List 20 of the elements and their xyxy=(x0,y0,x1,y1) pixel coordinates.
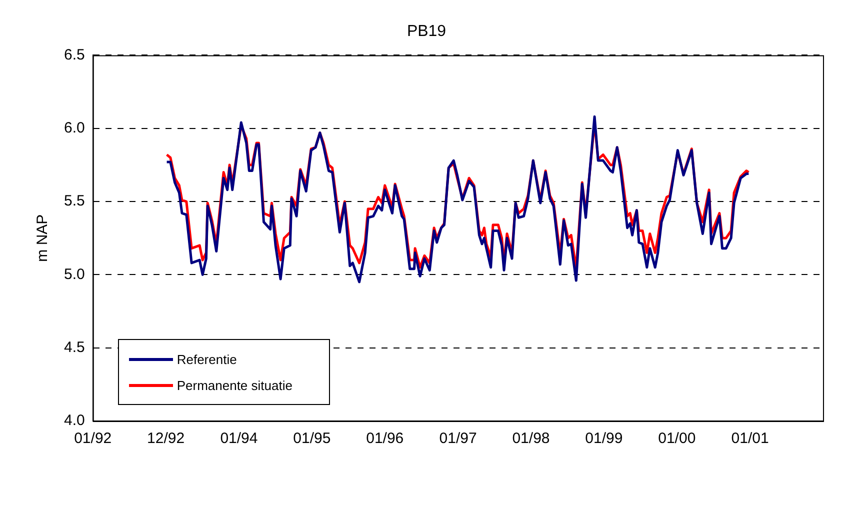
x-tick-label: 01/00 xyxy=(658,430,696,448)
x-tick-label: 01/94 xyxy=(220,430,258,448)
x-tick-label: 01/99 xyxy=(585,430,623,448)
y-tick-label: 6.0 xyxy=(64,120,85,136)
y-tick-label: 5.0 xyxy=(64,266,85,283)
legend-label: Referentie xyxy=(176,352,237,366)
chart-title: PB19 xyxy=(406,23,446,40)
x-tick-label: 12/92 xyxy=(147,430,185,448)
y-tick-label: 6.5 xyxy=(64,46,85,64)
y-tick-label: 5.5 xyxy=(64,192,85,210)
y-axis-title: m NAP xyxy=(34,214,52,262)
x-tick-label: 01/95 xyxy=(293,430,331,448)
x-tick-label: 01/97 xyxy=(439,430,477,448)
x-tick-label: 01/96 xyxy=(366,430,404,448)
x-tick-label: 01/92 xyxy=(74,430,112,448)
x-tick-label: 01/98 xyxy=(512,430,550,448)
legend-label: Permanente situatie xyxy=(176,378,292,392)
y-tick-label: 4.5 xyxy=(64,338,85,356)
x-tick-label: 01/01 xyxy=(731,430,769,448)
y-tick-label: 4.0 xyxy=(64,412,85,430)
